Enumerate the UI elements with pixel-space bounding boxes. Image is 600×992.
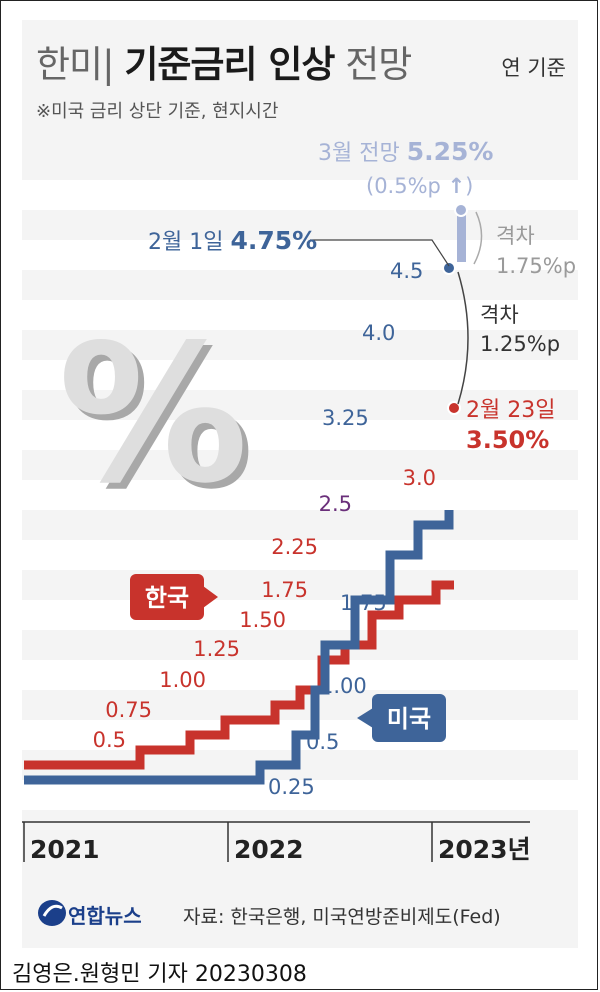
kr-label-7: 2.5 — [319, 492, 352, 516]
logo-text: 연합뉴스 — [68, 904, 142, 928]
kr-label-3: 1.25 — [193, 637, 240, 661]
chart-band — [22, 240, 578, 270]
chart-band — [22, 540, 578, 570]
chart-band — [22, 300, 578, 330]
title-divider: | — [102, 43, 115, 86]
kr-label-5: 1.75 — [261, 578, 308, 602]
kr-label-6: 2.25 — [271, 535, 318, 559]
forecast-bar — [457, 212, 466, 262]
x-label-2023: 2023년 — [438, 835, 531, 864]
us-latest-marker — [442, 261, 456, 275]
gap-forecast-bracket — [473, 211, 483, 265]
forecast-change: (0.5%p ↑) — [366, 174, 473, 198]
x-label-2021: 2021 — [30, 835, 100, 864]
x-label-2022: 2022 — [234, 835, 304, 864]
us-label-6: 4.0 — [362, 321, 395, 345]
chart-bands — [22, 180, 578, 810]
unit-note: 연 기준 — [501, 56, 566, 80]
forecast-marker — [454, 203, 468, 217]
legend-korea-pointer — [203, 586, 218, 608]
us-label-2: 1.00 — [320, 674, 367, 698]
forecast-change-value: (0.5%p — [366, 174, 441, 198]
gap-now-label: 격차 — [480, 303, 519, 327]
chart-band — [22, 780, 578, 810]
svg-text:%: % — [58, 304, 248, 525]
chart-band — [22, 660, 578, 690]
yonhap-logo — [38, 900, 66, 926]
kr-label-0: 0.5 — [93, 728, 126, 752]
kr-latest-value: 3.50% — [466, 426, 549, 454]
forecast-label: 3월 전망 — [318, 141, 400, 166]
kr-latest-date: 2월 23일 — [466, 398, 555, 423]
legend-us-box — [372, 694, 446, 742]
legend-us-label: 미국 — [387, 705, 431, 733]
legend-korea: 한국 — [130, 574, 218, 620]
gap-now-bracket — [457, 271, 469, 405]
legend-us: 미국 — [357, 694, 446, 742]
svg-text:%: % — [64, 310, 254, 531]
legend-korea-box — [130, 574, 204, 620]
logo-mark-icon — [38, 900, 66, 926]
source-text: 자료: 한국은행, 미국연방준비제도(Fed) — [183, 906, 501, 928]
chart-band — [22, 360, 578, 390]
legend-korea-label: 한국 — [145, 584, 189, 612]
chart-band — [22, 480, 578, 510]
page-title: 한미| 기준금리 인상 전망 — [36, 34, 412, 88]
title-prefix: 한미 — [36, 43, 103, 86]
forecast-value: 5.25% — [407, 137, 494, 166]
us-label-5: 3.25 — [322, 406, 369, 430]
gap-forecast-label: 격차 — [496, 224, 535, 248]
us-leader-line — [310, 239, 450, 267]
gap-forecast-value: 1.75%p — [496, 254, 576, 278]
chart-band — [22, 420, 578, 450]
us-label-3: 1.75 — [340, 591, 387, 615]
kr-label-4: 1.50 — [239, 608, 286, 632]
us-latest-date: 2월 1일 — [148, 230, 223, 255]
us-latest-value: 4.75% — [230, 226, 317, 255]
sub-note: ※미국 금리 상단 기준, 현지시간 — [36, 101, 279, 122]
chart-band — [22, 180, 578, 210]
title-main: 기준금리 인상 — [124, 43, 335, 86]
us-label-7: 4.5 — [390, 259, 423, 283]
us-rate-line — [24, 510, 454, 785]
us-label-0: 0.25 — [268, 775, 315, 799]
forecast-annotation: 3월 전망 5.25% — [318, 137, 493, 166]
up-arrow-icon: ↑ — [448, 174, 466, 198]
us-latest-annotation: 2월 1일 4.75% — [148, 226, 317, 255]
kr-label-8: 3.0 — [403, 466, 436, 490]
us-label-1: 0.5 — [306, 730, 339, 754]
kr-latest-marker — [447, 401, 461, 415]
chart-band — [22, 600, 578, 630]
title-suffix: 전망 — [345, 43, 412, 86]
gap-now-value: 1.25%p — [480, 332, 560, 356]
forecast-change-close: ) — [465, 174, 473, 198]
kr-label-2: 1.00 — [159, 668, 206, 692]
credit-text: 김영은.원형민 기자 20230308 — [12, 962, 307, 987]
kr-label-1: 0.75 — [105, 698, 152, 722]
legend-us-pointer — [357, 708, 373, 728]
percent-graphic-icon: % % — [58, 304, 254, 531]
